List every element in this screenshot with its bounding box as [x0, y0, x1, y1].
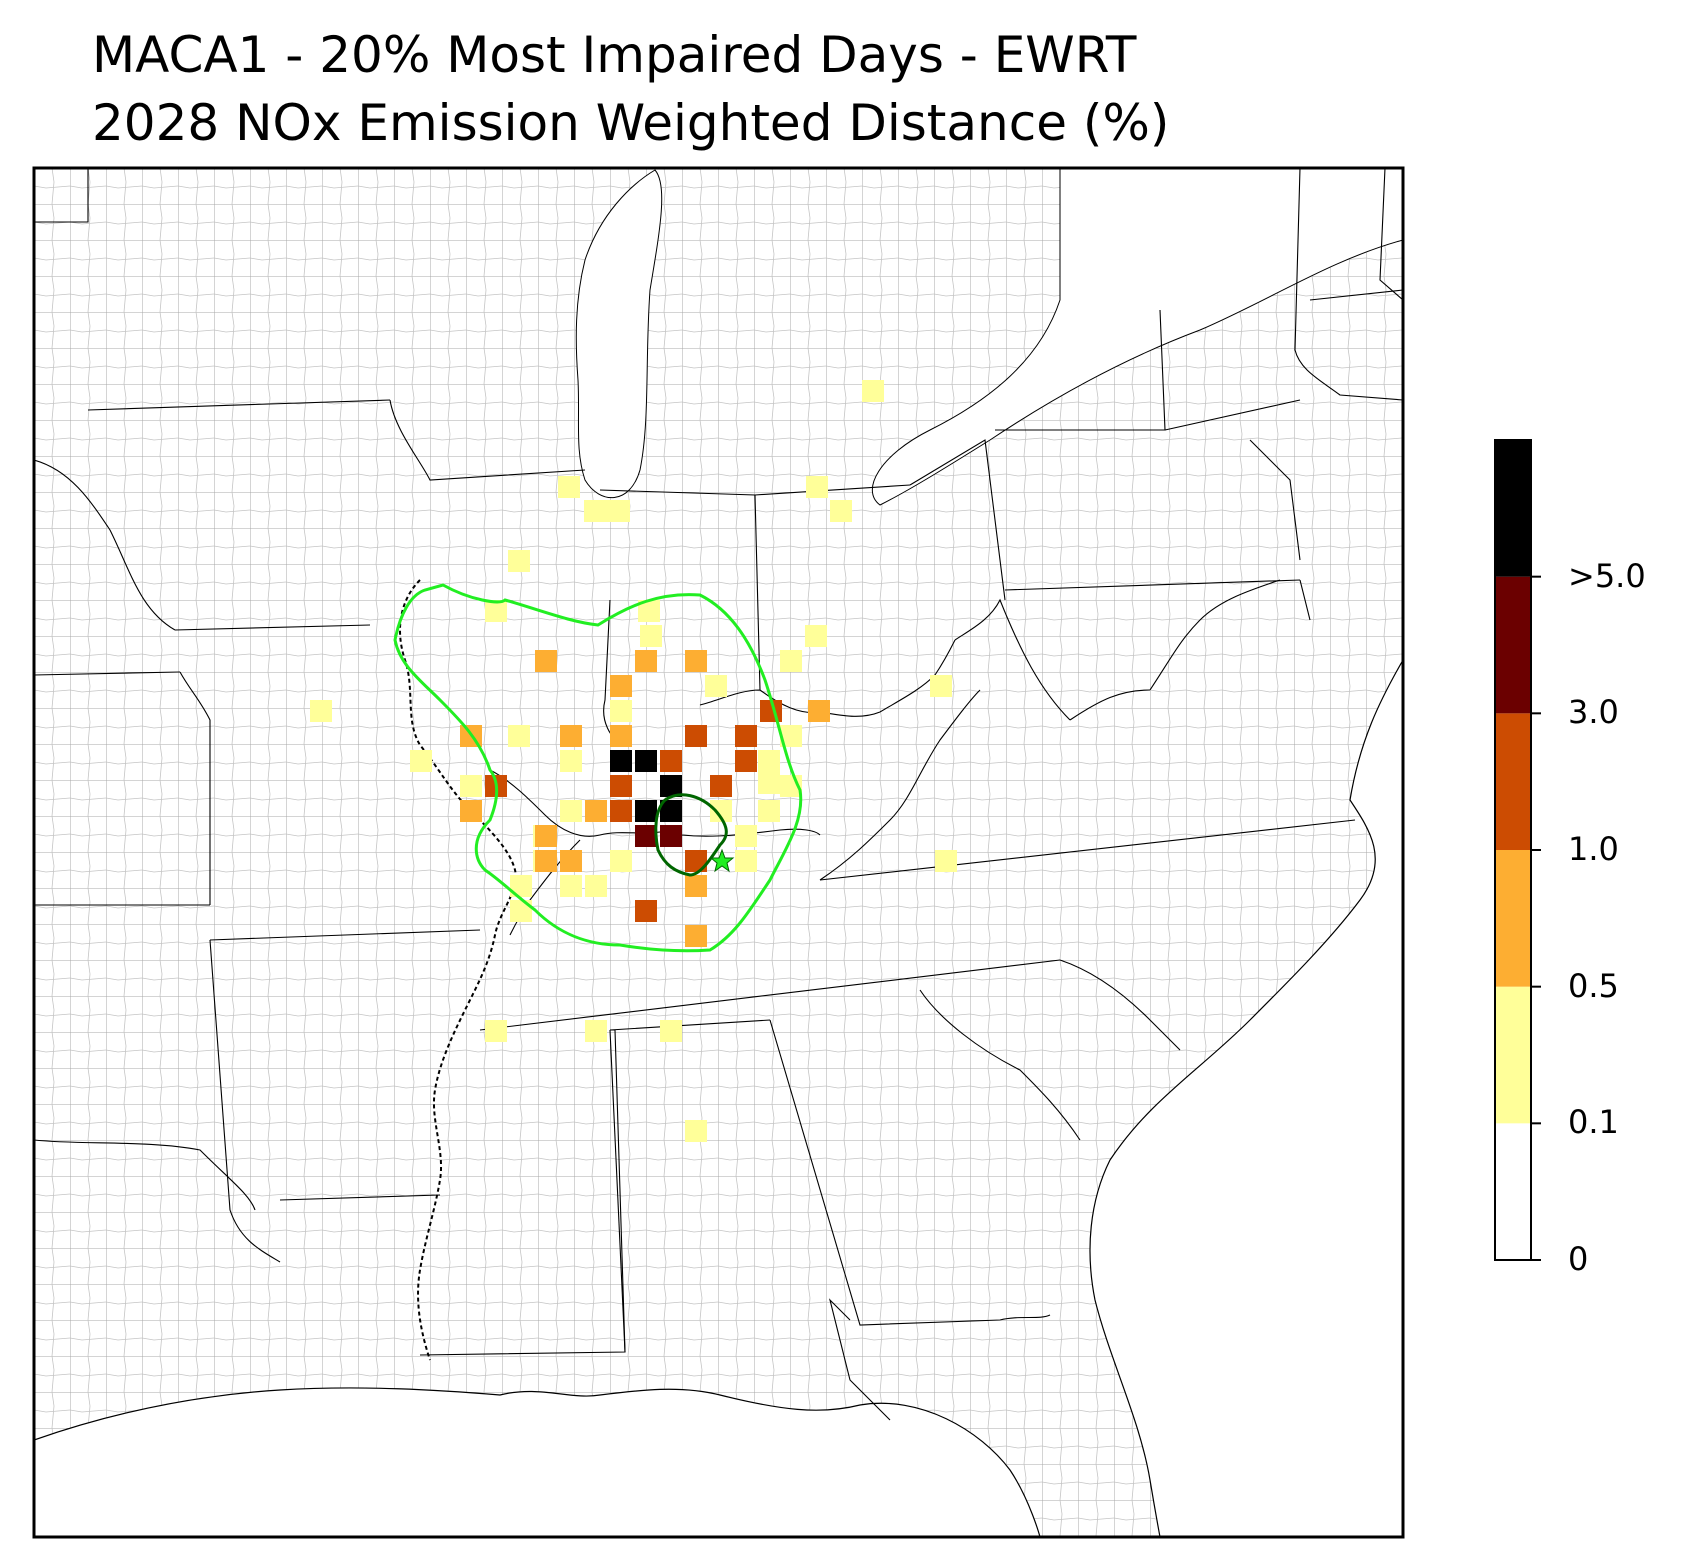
emission-cell — [735, 750, 757, 772]
emission-cell — [560, 725, 582, 747]
emission-cells — [310, 380, 957, 1142]
emission-cell — [610, 775, 632, 797]
emission-cell — [535, 850, 557, 872]
emission-cell — [635, 750, 657, 772]
emission-cell — [735, 850, 757, 872]
emission-cell — [508, 725, 530, 747]
emission-cell — [685, 925, 707, 947]
emission-cell — [780, 650, 802, 672]
inner-contour — [654, 793, 728, 877]
emission-cell — [610, 800, 632, 822]
emission-cell — [685, 850, 707, 872]
emission-cell — [660, 800, 682, 822]
emission-cell — [610, 725, 632, 747]
emission-cell — [685, 725, 707, 747]
outer-contour — [393, 583, 803, 953]
star-icon — [709, 848, 735, 873]
colorbar-bin — [1495, 576, 1531, 714]
emission-cell — [585, 875, 607, 897]
colorbar-tick-label: 0.1 — [1568, 1103, 1619, 1142]
colorbar-tick-label: 0 — [1568, 1240, 1589, 1278]
emission-cell — [735, 825, 757, 847]
emission-cell — [638, 600, 660, 622]
emission-cell — [535, 650, 557, 672]
emission-cell — [685, 650, 707, 672]
colorbar-tick-label: 3.0 — [1568, 693, 1619, 732]
emission-cell — [685, 1120, 707, 1142]
emission-cell — [635, 800, 657, 822]
emission-cell — [635, 900, 657, 922]
emission-cell — [584, 500, 630, 522]
colorbar-bin — [1495, 440, 1531, 577]
colorbar — [1494, 439, 1541, 1261]
emission-cell — [806, 476, 828, 498]
colorbar-bin — [1495, 986, 1531, 1124]
emission-cell — [560, 800, 582, 822]
emission-cell — [780, 725, 802, 747]
emission-cell — [485, 600, 507, 622]
emission-cell — [610, 750, 632, 772]
emission-cell — [610, 675, 632, 697]
map-title-line1: MACA1 - 20% Most Impaired Days - EWRT — [92, 26, 1137, 84]
lake-michigan — [575, 169, 663, 498]
colorbar-tick-label: >5.0 — [1568, 556, 1646, 595]
emission-cell — [758, 750, 780, 794]
emission-cell — [508, 550, 530, 572]
state-boundaries — [34, 168, 1403, 1421]
emission-cell — [610, 700, 632, 722]
colorbar-tick-label: 1.0 — [1568, 830, 1619, 868]
emission-cell — [710, 775, 732, 797]
emission-cell — [510, 875, 532, 897]
emission-cell — [660, 750, 682, 772]
emission-cell — [560, 750, 582, 772]
emission-cell — [560, 875, 582, 897]
emission-cell — [510, 900, 532, 922]
emission-cell — [485, 1020, 507, 1042]
colorbar-bin — [1495, 1123, 1531, 1260]
lake-huron-erie — [871, 168, 1403, 506]
emission-cell — [660, 1020, 682, 1042]
emission-cell — [310, 700, 332, 722]
emission-cell — [585, 800, 607, 822]
emission-cell — [862, 380, 884, 402]
emission-cell — [758, 800, 780, 822]
emission-cell — [610, 850, 632, 872]
colorbar-tick-label: 0.5 — [1568, 966, 1619, 1005]
emission-cell — [460, 800, 482, 822]
colorbar-bin — [1495, 850, 1531, 987]
emission-cell — [585, 1020, 607, 1042]
emission-cell — [558, 476, 580, 498]
emission-cell — [710, 800, 732, 822]
emission-cell — [460, 775, 482, 797]
emission-cell — [635, 825, 657, 847]
emission-cell — [535, 825, 557, 847]
emission-cell — [685, 875, 707, 897]
emission-cell — [735, 725, 757, 747]
map-title-line2: 2028 NOx Emission Weighted Distance (%) — [92, 94, 1170, 152]
colorbar-bin — [1495, 713, 1531, 850]
map-frame — [32, 166, 1405, 1539]
emission-cell — [660, 825, 682, 847]
emission-cell — [635, 650, 657, 672]
emission-cell — [830, 500, 852, 522]
emission-cell — [930, 675, 952, 697]
emission-cell — [705, 675, 727, 697]
emission-cell — [410, 750, 432, 772]
emission-cell — [935, 850, 957, 872]
mississippi-river — [399, 579, 517, 1361]
gulf-of-mexico — [34, 1387, 1041, 1537]
atlantic-ocean — [1089, 658, 1403, 1537]
emission-cell — [560, 850, 582, 872]
emission-cell — [660, 775, 682, 797]
emission-cell — [640, 625, 662, 647]
emission-cell — [808, 700, 830, 722]
emission-cell — [805, 625, 827, 647]
